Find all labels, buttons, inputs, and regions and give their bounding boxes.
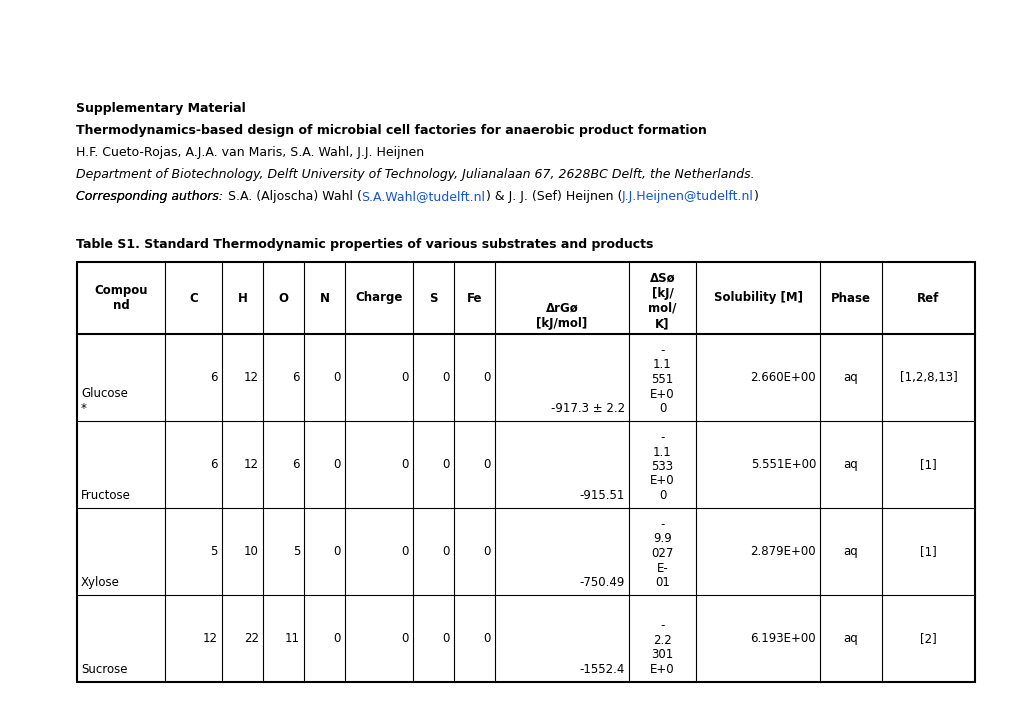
Text: H.F. Cueto-Rojas, A.J.A. van Maris, S.A. Wahl, J.J. Heijnen: H.F. Cueto-Rojas, A.J.A. van Maris, S.A.… bbox=[76, 146, 424, 159]
Text: Fe: Fe bbox=[467, 292, 482, 305]
Text: 0: 0 bbox=[483, 545, 490, 558]
Text: -915.51: -915.51 bbox=[579, 489, 625, 502]
Text: aq: aq bbox=[843, 458, 858, 471]
Text: -
2.2
301
E+0: - 2.2 301 E+0 bbox=[649, 619, 675, 676]
Text: 6: 6 bbox=[210, 371, 218, 384]
Text: aq: aq bbox=[843, 632, 858, 645]
Text: Fructose: Fructose bbox=[81, 489, 130, 502]
Text: [1]: [1] bbox=[919, 458, 936, 471]
Text: 0: 0 bbox=[333, 632, 340, 645]
Text: S.A. (Aljoscha) Wahl (: S.A. (Aljoscha) Wahl ( bbox=[223, 190, 361, 203]
Text: 12: 12 bbox=[244, 458, 259, 471]
Text: 5: 5 bbox=[292, 545, 300, 558]
Text: ΔrGø
[kJ/mol]: ΔrGø [kJ/mol] bbox=[536, 302, 587, 330]
Text: 0: 0 bbox=[483, 632, 490, 645]
Text: Thermodynamics-based design of microbial cell factories for anaerobic product fo: Thermodynamics-based design of microbial… bbox=[76, 124, 707, 137]
Text: 12: 12 bbox=[203, 632, 218, 645]
Text: Glucose
*: Glucose * bbox=[81, 387, 127, 415]
Text: 0: 0 bbox=[483, 371, 490, 384]
Text: 5: 5 bbox=[210, 545, 218, 558]
Text: J.J.Heijnen@tudelft.nl: J.J.Heijnen@tudelft.nl bbox=[622, 190, 753, 203]
Text: -1552.4: -1552.4 bbox=[579, 663, 625, 676]
Text: Table S1. Standard Thermodynamic properties of various substrates and products: Table S1. Standard Thermodynamic propert… bbox=[76, 238, 653, 251]
Text: 0: 0 bbox=[442, 458, 449, 471]
Text: Compou
nd: Compou nd bbox=[94, 284, 148, 312]
Text: Solubility [M]: Solubility [M] bbox=[713, 292, 802, 305]
Text: -
1.1
533
E+0
0: - 1.1 533 E+0 0 bbox=[649, 431, 675, 502]
Text: 22: 22 bbox=[244, 632, 259, 645]
Bar bbox=[76, 262, 974, 682]
Text: ): ) bbox=[753, 190, 758, 203]
Text: 5.551E+00: 5.551E+00 bbox=[750, 458, 815, 471]
Text: -
1.1
551
E+0
0: - 1.1 551 E+0 0 bbox=[649, 344, 675, 415]
Text: [1,2,8,13]: [1,2,8,13] bbox=[899, 371, 957, 384]
Text: 0: 0 bbox=[333, 545, 340, 558]
Text: Xylose: Xylose bbox=[81, 576, 120, 589]
Text: S.A.Wahl@tudelft.nl: S.A.Wahl@tudelft.nl bbox=[361, 190, 485, 203]
Text: Supplementary Material: Supplementary Material bbox=[76, 102, 246, 115]
Text: N: N bbox=[319, 292, 329, 305]
Text: 0: 0 bbox=[401, 458, 409, 471]
Text: -750.49: -750.49 bbox=[579, 576, 625, 589]
Text: 2.879E+00: 2.879E+00 bbox=[750, 545, 815, 558]
Text: -
9.9
027
E-
01: - 9.9 027 E- 01 bbox=[651, 518, 673, 589]
Text: 0: 0 bbox=[333, 371, 340, 384]
Text: ) & J. J. (Sef) Heijnen (: ) & J. J. (Sef) Heijnen ( bbox=[485, 190, 622, 203]
Text: Department of Biotechnology, Delft University of Technology, Julianalaan 67, 262: Department of Biotechnology, Delft Unive… bbox=[76, 168, 754, 181]
Text: 0: 0 bbox=[483, 458, 490, 471]
Text: Sucrose: Sucrose bbox=[81, 663, 127, 676]
Text: aq: aq bbox=[843, 371, 858, 384]
Text: ΔSø
[kJ/
mol/
K]: ΔSø [kJ/ mol/ K] bbox=[648, 272, 676, 330]
Text: 6: 6 bbox=[292, 371, 300, 384]
Text: Phase: Phase bbox=[830, 292, 870, 305]
Text: [1]: [1] bbox=[919, 545, 936, 558]
Text: 6: 6 bbox=[292, 458, 300, 471]
Text: 0: 0 bbox=[442, 545, 449, 558]
Text: 6: 6 bbox=[210, 458, 218, 471]
Text: aq: aq bbox=[843, 545, 858, 558]
Text: Charge: Charge bbox=[355, 292, 403, 305]
Text: 2.660E+00: 2.660E+00 bbox=[750, 371, 815, 384]
Text: [2]: [2] bbox=[919, 632, 936, 645]
Text: Corresponding authors:: Corresponding authors: bbox=[76, 190, 223, 203]
Text: 0: 0 bbox=[401, 632, 409, 645]
Text: 6.193E+00: 6.193E+00 bbox=[750, 632, 815, 645]
Text: 0: 0 bbox=[401, 371, 409, 384]
Text: 0: 0 bbox=[442, 371, 449, 384]
Text: S: S bbox=[429, 292, 437, 305]
Text: Ref: Ref bbox=[916, 292, 938, 305]
Text: -917.3 ± 2.2: -917.3 ± 2.2 bbox=[550, 402, 625, 415]
Text: 12: 12 bbox=[244, 371, 259, 384]
Text: 11: 11 bbox=[284, 632, 300, 645]
Text: 0: 0 bbox=[333, 458, 340, 471]
Text: 0: 0 bbox=[442, 632, 449, 645]
Text: H: H bbox=[237, 292, 248, 305]
Text: C: C bbox=[189, 292, 198, 305]
Text: Corresponding authors:: Corresponding authors: bbox=[76, 190, 223, 203]
Text: 0: 0 bbox=[401, 545, 409, 558]
Text: 10: 10 bbox=[244, 545, 259, 558]
Text: O: O bbox=[278, 292, 288, 305]
